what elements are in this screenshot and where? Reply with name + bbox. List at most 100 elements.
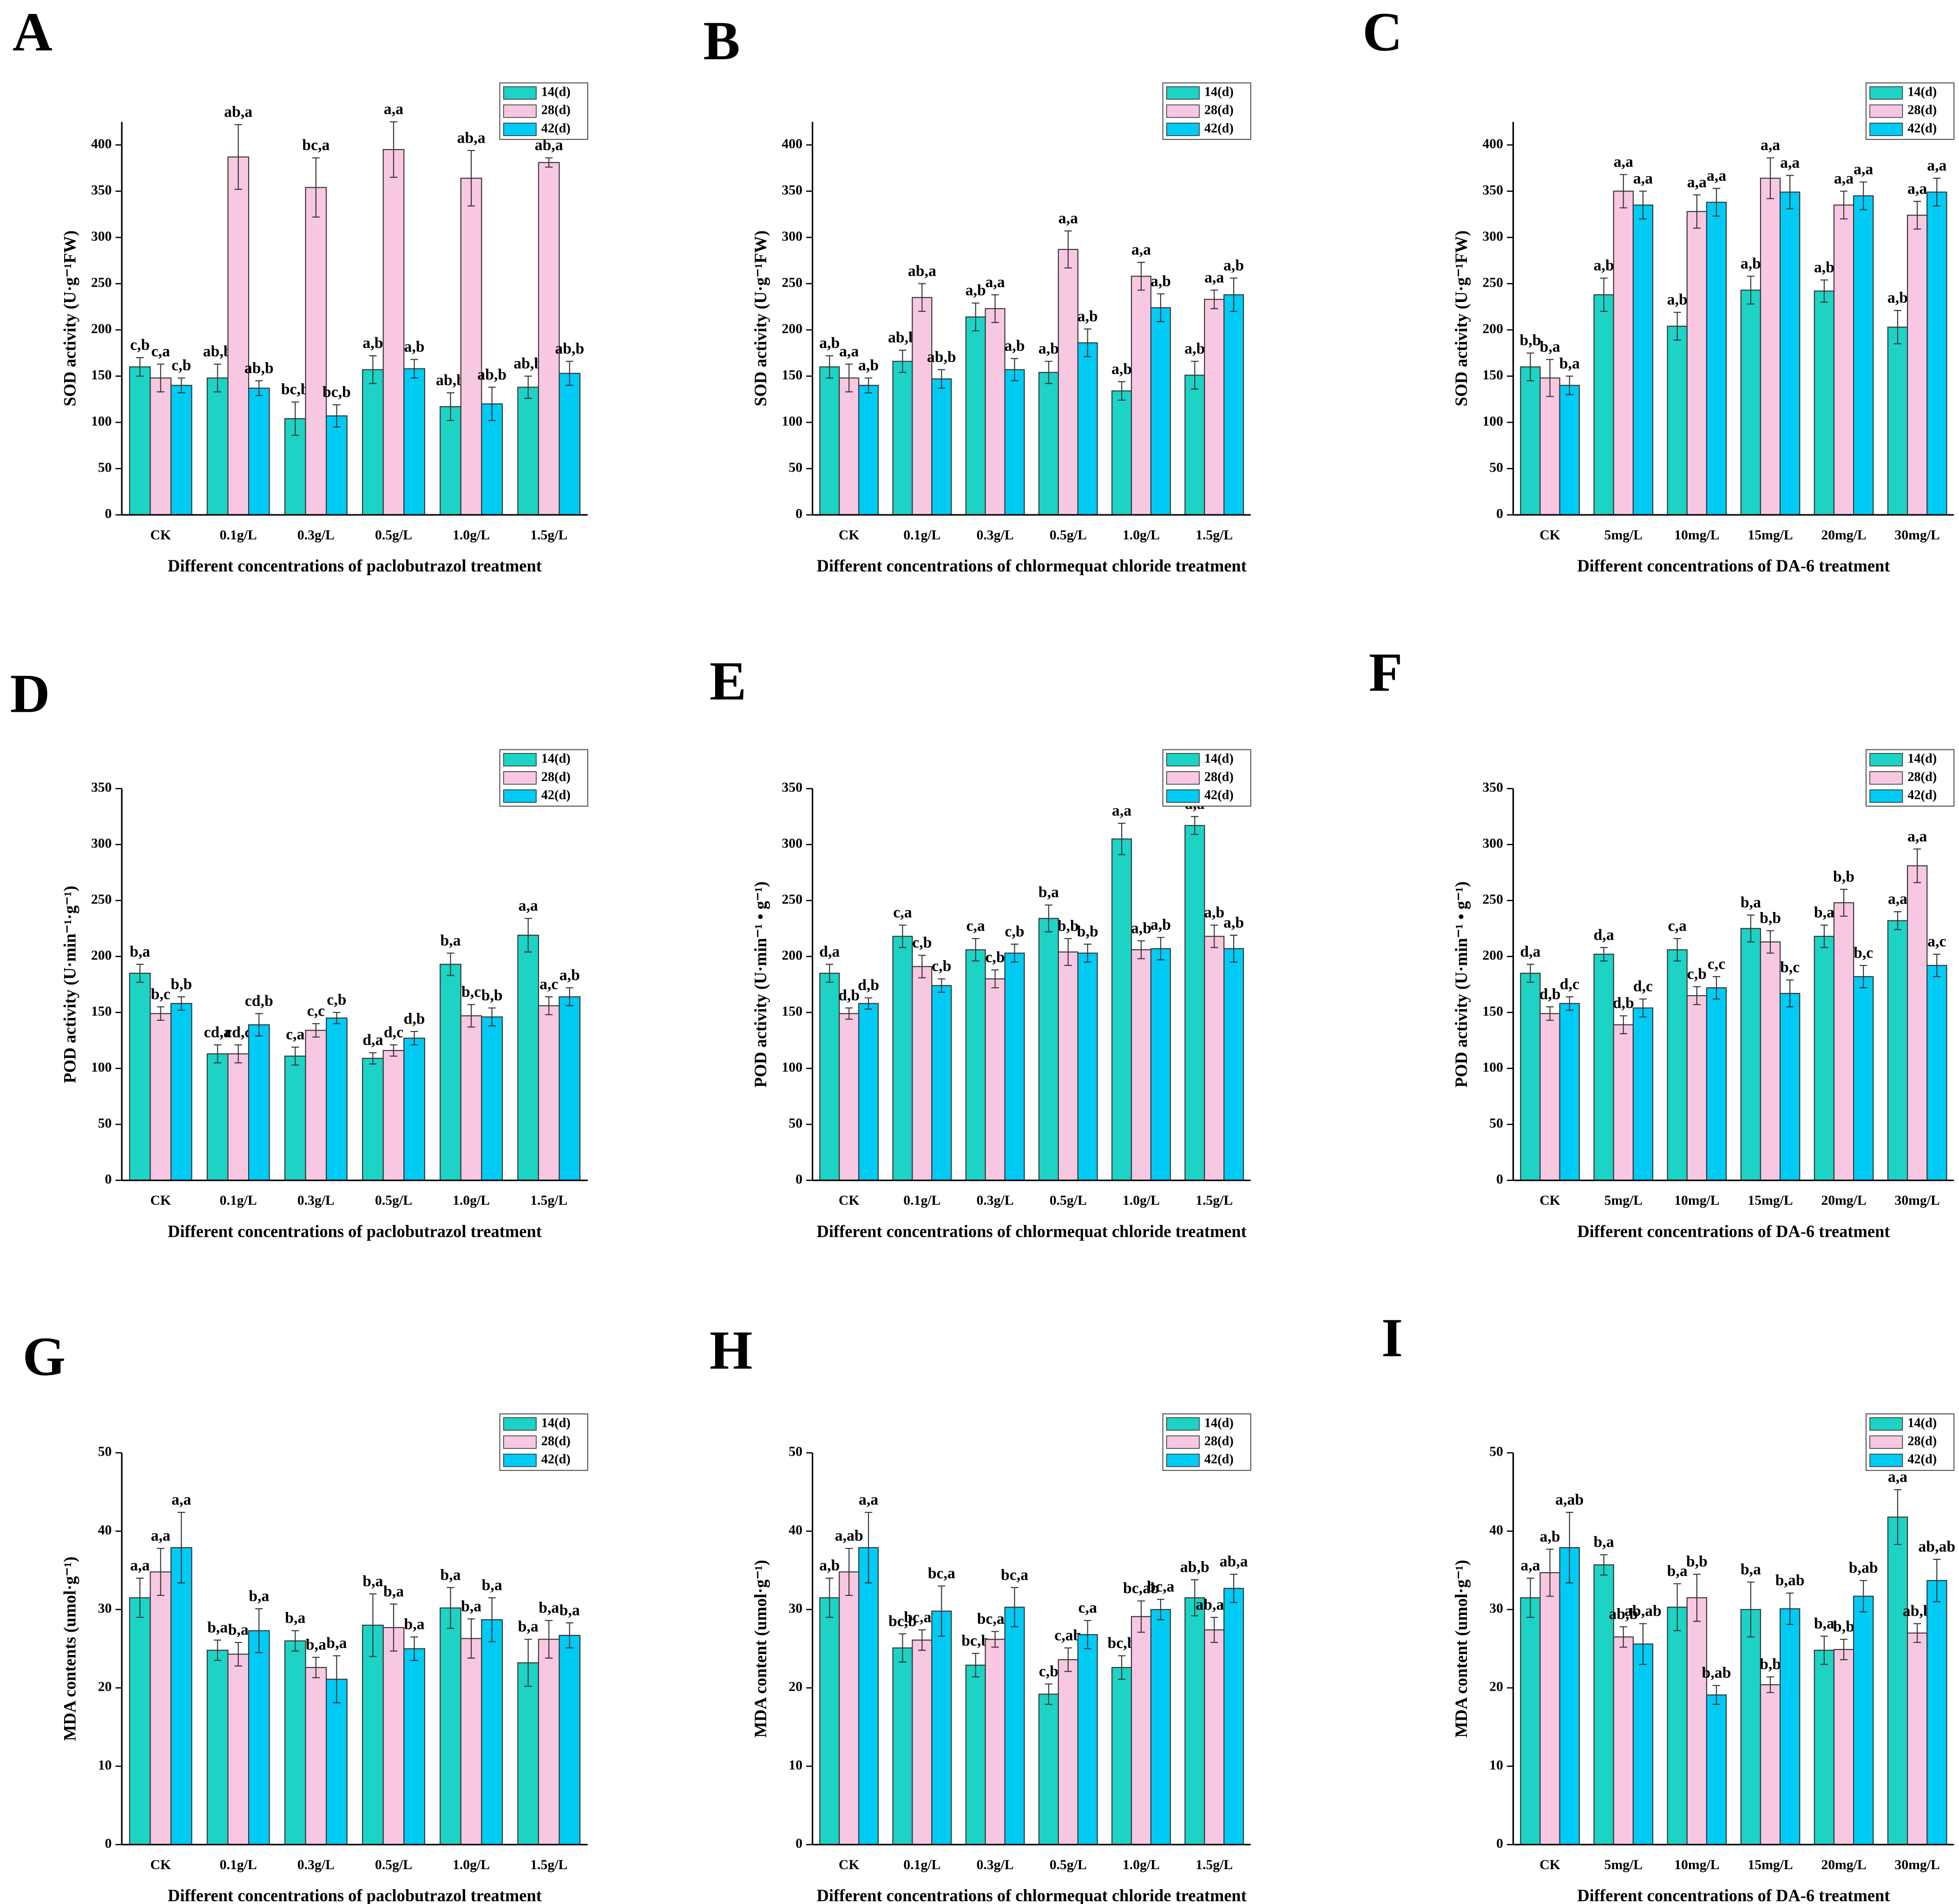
significance-letter: c,b: [1005, 923, 1024, 940]
bar: [931, 1610, 952, 1845]
x-tick-label: 5mg/L: [1604, 1858, 1643, 1872]
bar: [839, 1571, 860, 1845]
bar: [170, 1003, 192, 1181]
bar: [1779, 191, 1801, 516]
y-tick-label: 100: [782, 1060, 802, 1075]
bar: [1593, 953, 1614, 1181]
error-bar: [1913, 848, 1921, 883]
error-bar: [972, 302, 980, 332]
error-bar: [1210, 289, 1218, 309]
legend: 14(d) 28(d) 42(d): [1865, 749, 1955, 807]
y-tick-label: 0: [105, 1172, 112, 1187]
bar: [1853, 195, 1874, 516]
bar: [1184, 825, 1205, 1181]
error-bar: [1526, 352, 1534, 381]
bar: [1038, 1694, 1059, 1845]
bar: [517, 934, 539, 1181]
bar: [1833, 204, 1854, 516]
y-tick-label: 50: [789, 460, 802, 475]
significance-letter: a,b: [362, 335, 383, 352]
significance-letter: cd,b: [245, 992, 273, 1010]
significance-letter: b,ab: [1849, 1559, 1878, 1576]
x-tick-label: 20mg/L: [1821, 1193, 1866, 1208]
bar: [1150, 948, 1171, 1181]
error-bar: [1860, 1580, 1867, 1613]
x-tick-label: 15mg/L: [1748, 1193, 1793, 1208]
significance-letter: b,b: [1760, 1656, 1781, 1673]
bar: [1077, 1634, 1098, 1845]
error-bar: [565, 361, 573, 386]
y-tick-label: 100: [1482, 1060, 1503, 1075]
y-tick-label: 50: [789, 1444, 802, 1459]
significance-letter: b,a: [207, 1619, 228, 1636]
y-tick-label: 50: [98, 1444, 112, 1459]
y-tick-label: 0: [1496, 1836, 1503, 1851]
significance-letter: bc,b: [888, 1613, 917, 1630]
panel: E 0 50 100 150 200 250 300 350 CK d,a d,bd,b 0.1g/L c…: [710, 650, 1251, 1241]
x-tick-label: 0.3g/L: [977, 528, 1014, 543]
error-bar: [1933, 177, 1941, 207]
y-tick-label: 250: [91, 275, 112, 290]
bar: [912, 966, 933, 1181]
error-bar: [1893, 911, 1902, 930]
error-bar: [1137, 1600, 1145, 1633]
legend-swatch: [1869, 789, 1903, 803]
significance-letter: bc,b: [281, 381, 309, 398]
bar: [1926, 965, 1947, 1181]
bar: [403, 1037, 425, 1181]
bar: [305, 1030, 327, 1181]
significance-letter: c,c: [307, 1003, 325, 1020]
bar: [858, 1003, 879, 1181]
error-bar: [312, 157, 320, 218]
bar: [248, 1630, 270, 1845]
significance-letter: a,b: [1131, 919, 1151, 937]
x-tick-label: 15mg/L: [1748, 528, 1793, 543]
significance-letter: a,a: [1761, 137, 1780, 154]
error-bar: [136, 964, 144, 983]
bar: [1926, 1580, 1947, 1845]
error-bar: [488, 1007, 496, 1027]
y-tick-label: 250: [1482, 892, 1503, 907]
error-bar: [1766, 157, 1775, 199]
error-bar: [291, 1046, 299, 1066]
error-bar: [369, 1052, 377, 1064]
significance-letter: b,a: [461, 1598, 481, 1615]
panel: D050100150200250300350CKb,ab,cb,b0.1g/Lc…: [10, 663, 588, 1241]
bar: [892, 1647, 913, 1845]
error-bar: [136, 357, 144, 377]
bar: [1632, 1007, 1654, 1181]
x-tick-label: 0.5g/L: [375, 528, 412, 543]
bar: [819, 972, 840, 1181]
legend-label: 28(d): [1204, 103, 1234, 118]
legend-label: 28(d): [541, 103, 571, 118]
x-tick-label: CK: [1539, 1193, 1560, 1208]
y-tick-label: 350: [782, 183, 802, 197]
significance-letter: a,a: [1204, 269, 1224, 286]
significance-letter: b,b: [1833, 1618, 1854, 1635]
significance-letter: b,a: [1039, 884, 1059, 901]
significance-letter: a,a: [1112, 802, 1131, 819]
error-bar: [1210, 925, 1218, 948]
significance-letter: a,b: [1540, 1528, 1560, 1545]
error-bar: [826, 1577, 834, 1618]
significance-letter: b,b: [481, 987, 503, 1004]
bar: [1779, 993, 1801, 1181]
error-bar: [1639, 998, 1647, 1018]
bar: [1887, 920, 1908, 1181]
significance-letter: a,a: [1888, 1469, 1907, 1486]
bar: [1150, 1609, 1171, 1845]
x-tick-label: 30mg/L: [1894, 1193, 1939, 1208]
y-tick-label: 300: [1482, 229, 1503, 244]
y-tick-label: 0: [1496, 1172, 1503, 1187]
bar: [985, 1639, 1006, 1845]
x-tick-label: 1.0g/L: [453, 1193, 490, 1208]
bar: [326, 1018, 348, 1181]
significance-letter: c,ab: [1054, 1627, 1082, 1644]
error-bar: [918, 1629, 926, 1651]
bar: [206, 377, 229, 516]
y-tick-label: 200: [1482, 948, 1503, 963]
significance-letter: a,a: [1520, 1557, 1540, 1574]
significance-letter: b,a: [559, 1602, 580, 1619]
error-bar: [545, 1620, 553, 1659]
bar: [460, 1638, 482, 1845]
